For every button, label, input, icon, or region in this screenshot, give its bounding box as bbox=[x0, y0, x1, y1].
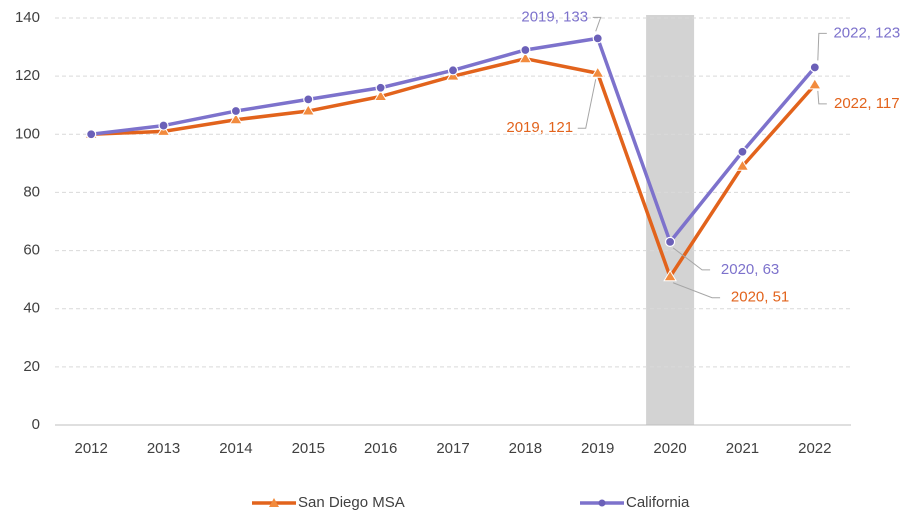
point-marker bbox=[230, 105, 242, 117]
point-marker bbox=[590, 66, 605, 78]
point-marker bbox=[664, 236, 676, 247]
x-tick-label: 2018 bbox=[509, 440, 542, 457]
point-marker bbox=[735, 159, 750, 171]
y-tick-label: 0 bbox=[32, 416, 40, 433]
point-marker bbox=[373, 89, 388, 101]
point-marker bbox=[518, 51, 533, 64]
data-label: 2020, 63 bbox=[721, 261, 779, 278]
series-line bbox=[91, 56, 817, 279]
y-tick-label: 120 bbox=[15, 67, 40, 84]
label-connector bbox=[592, 16, 602, 32]
x-tick-label: 2013 bbox=[147, 440, 180, 457]
x-tick-label: 2016 bbox=[364, 440, 397, 457]
point-marker bbox=[303, 94, 314, 105]
point-marker bbox=[737, 146, 748, 157]
point-marker bbox=[807, 77, 822, 90]
point-marker bbox=[158, 120, 169, 131]
legend-label: San Diego MSA bbox=[298, 494, 405, 511]
point-marker bbox=[86, 129, 97, 140]
label-connector bbox=[672, 247, 711, 271]
data-label: 2022, 123 bbox=[833, 24, 900, 41]
point-marker bbox=[520, 44, 531, 56]
point-marker bbox=[592, 33, 603, 44]
y-tick-label: 40 bbox=[23, 300, 40, 317]
x-tick-label: 2014 bbox=[219, 440, 252, 457]
x-tick-label: 2017 bbox=[436, 440, 469, 457]
label-connector bbox=[817, 32, 827, 61]
x-tick-label: 2019 bbox=[581, 440, 614, 457]
data-label: 2022, 117 bbox=[834, 95, 900, 112]
y-tick-label: 140 bbox=[15, 9, 40, 26]
data-label: 2019, 121 bbox=[506, 119, 573, 136]
data-label: 2020, 51 bbox=[731, 289, 789, 306]
x-tick-label: 2021 bbox=[726, 440, 759, 457]
point-marker bbox=[809, 62, 820, 73]
label-connector bbox=[577, 79, 597, 129]
y-tick-label: 60 bbox=[23, 242, 40, 259]
legend-label: California bbox=[626, 494, 690, 511]
point-marker bbox=[301, 104, 316, 116]
y-tick-label: 100 bbox=[15, 125, 40, 142]
point-marker bbox=[229, 112, 243, 125]
data-label: 2019, 133 bbox=[521, 8, 588, 25]
x-tick-label: 2015 bbox=[292, 440, 325, 457]
point-marker bbox=[663, 269, 677, 282]
y-tick-label: 80 bbox=[23, 183, 40, 200]
label-connector bbox=[672, 282, 721, 299]
point-marker bbox=[375, 82, 386, 93]
point-marker bbox=[447, 65, 459, 76]
x-tick-label: 2020 bbox=[653, 440, 686, 457]
legend-marker bbox=[598, 499, 606, 507]
x-tick-label: 2012 bbox=[74, 440, 107, 457]
y-tick-label: 20 bbox=[23, 358, 40, 375]
legend-marker bbox=[269, 498, 279, 507]
label-connector bbox=[817, 90, 827, 105]
x-tick-label: 2022 bbox=[798, 440, 831, 457]
